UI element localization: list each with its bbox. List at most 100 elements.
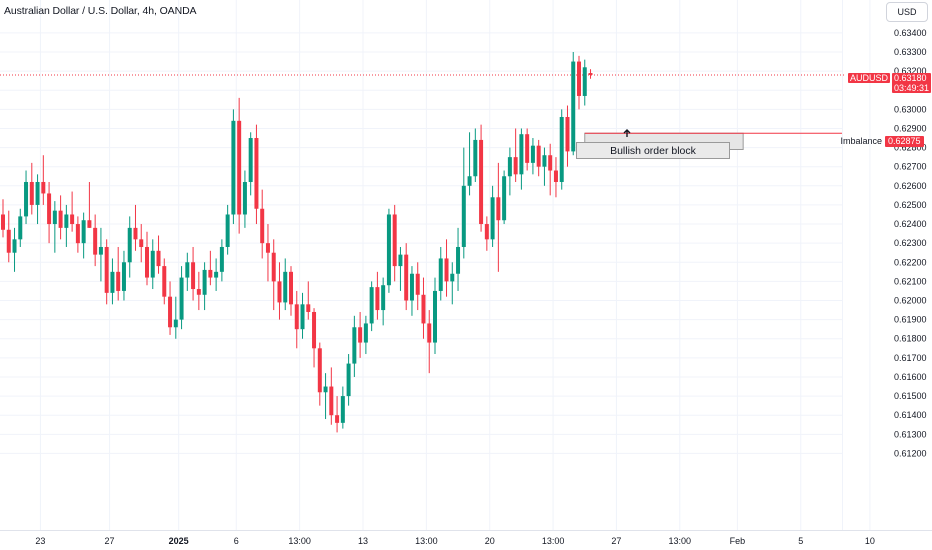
time-axis: 23 27 2025 6 13:00 13 13:00 20 13:00 27 13:00 Feb 5 1… — [0, 530, 932, 546]
candle-bearish — [93, 214, 98, 267]
time-tick-label: 13 — [358, 536, 368, 546]
candle-bearish — [208, 250, 213, 286]
candle-body — [145, 246, 149, 278]
time-tick-label: 6 — [234, 536, 239, 546]
candle-bullish — [81, 212, 86, 259]
order-block-label[interactable]: Bullish order block — [576, 142, 730, 159]
candle-bearish — [536, 139, 541, 177]
candle-bearish — [329, 367, 334, 425]
candle-body — [6, 229, 11, 253]
candle-body — [381, 285, 386, 311]
candle-bullish — [185, 252, 190, 291]
candle-body — [139, 239, 144, 247]
candle-body — [438, 258, 443, 291]
candle-bearish — [75, 216, 80, 253]
candle-body — [168, 296, 173, 328]
candle-bearish — [404, 243, 409, 311]
candle-body — [29, 181, 34, 205]
candle-body — [260, 208, 265, 244]
candle-bullish — [369, 281, 374, 332]
candle-body — [577, 61, 581, 96]
time-tick-label: 13:00 — [415, 536, 438, 546]
candle-body — [52, 210, 57, 225]
price-tick-label: 0.61300 — [894, 429, 927, 439]
candle-body — [110, 271, 115, 293]
price-tick-label: 0.62100 — [894, 276, 927, 286]
candle-bearish — [317, 342, 322, 406]
candle-body — [87, 220, 92, 228]
candle-body — [409, 273, 414, 301]
candle-body — [404, 254, 409, 301]
price-axis: 0.634000.633000.632000.631000.630000.629… — [842, 0, 927, 530]
price-tick-label: 0.63200 — [894, 66, 927, 76]
candle-bearish — [156, 235, 161, 274]
time-tick-label: 13:00 — [288, 536, 311, 546]
candle-bearish — [168, 281, 173, 335]
candle-body — [352, 327, 357, 364]
price-tick-label: 0.61700 — [894, 353, 927, 363]
current-price: 0.63180 — [894, 73, 927, 83]
candle-body — [81, 220, 86, 244]
chart-title: Australian Dollar / U.S. Dollar, 4h, OAN… — [4, 5, 197, 17]
candle-body — [35, 181, 40, 205]
time-tick-label: 13:00 — [542, 536, 565, 546]
candle-body — [542, 155, 547, 167]
candle-bearish — [139, 224, 144, 263]
price-tick-label: 0.61600 — [894, 372, 927, 382]
candle-bearish — [116, 246, 121, 301]
price-tick-label: 0.62600 — [894, 181, 927, 191]
price-tick-label: 0.62500 — [894, 200, 927, 210]
candle-body — [225, 214, 230, 247]
candle-body — [41, 181, 46, 194]
candle-bearish — [392, 204, 397, 282]
candle-bearish — [306, 281, 311, 320]
candle-body — [427, 323, 432, 343]
candle-body — [1, 214, 5, 230]
candle-bearish — [260, 189, 265, 259]
time-tick-label: 10 — [865, 536, 875, 546]
candle-bullish — [519, 128, 524, 190]
price-tick-label: 0.62400 — [894, 219, 927, 229]
candle-body — [513, 157, 518, 175]
candle-bearish — [588, 69, 593, 79]
candle-bullish — [502, 170, 507, 225]
candle-body — [490, 197, 495, 240]
candle-body — [70, 214, 75, 225]
candle-body — [323, 386, 328, 393]
arrow-up-icon — [623, 129, 631, 137]
candle-body — [121, 262, 126, 291]
candle-bullish — [179, 266, 184, 330]
candle-bearish — [335, 396, 340, 433]
candle-bearish — [294, 290, 299, 349]
candle-bullish — [52, 201, 57, 253]
candle-body — [312, 311, 317, 349]
candle-bearish — [479, 124, 484, 232]
candle-body — [64, 214, 69, 228]
candle-body — [358, 327, 363, 343]
currency-button[interactable]: USD — [886, 2, 928, 22]
candle-body — [340, 396, 345, 423]
candle-bullish — [409, 266, 414, 316]
price-tick-label: 0.61800 — [894, 334, 927, 344]
price-tick-label: 0.63400 — [894, 28, 927, 38]
candle-body — [565, 116, 570, 152]
candle-bullish — [363, 315, 368, 355]
candle-body — [335, 415, 340, 423]
candle-body — [519, 134, 524, 175]
candle-bearish — [312, 308, 317, 368]
price-tick-label: 0.61900 — [894, 315, 927, 325]
candle-bullish — [456, 227, 461, 291]
candle-bearish — [525, 128, 530, 171]
candle-bearish — [1, 199, 5, 238]
candle-body — [559, 116, 564, 182]
candle-body — [467, 176, 472, 186]
candle-bullish — [283, 258, 288, 311]
candle-bearish — [375, 271, 380, 320]
symbol-badge: AUDUSD — [848, 73, 891, 83]
candle-bearish — [191, 246, 196, 301]
candle-bearish — [548, 143, 553, 196]
candle-body — [191, 262, 196, 290]
candle-body — [398, 254, 403, 267]
candle-bullish — [559, 109, 564, 190]
